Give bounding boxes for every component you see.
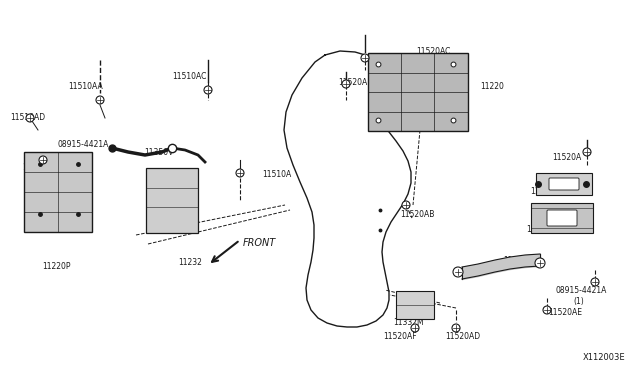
Text: X112003E: X112003E (582, 353, 625, 362)
Text: 08915-4421A: 08915-4421A (556, 286, 607, 295)
Text: 11510AC: 11510AC (172, 72, 206, 81)
FancyBboxPatch shape (547, 210, 577, 226)
Text: 11254: 11254 (530, 187, 554, 196)
Circle shape (591, 278, 599, 286)
Text: 11520AB: 11520AB (400, 210, 435, 219)
Circle shape (236, 169, 244, 177)
Text: (1): (1) (573, 297, 584, 306)
Circle shape (204, 86, 212, 94)
Text: 11332M: 11332M (393, 318, 424, 327)
Text: 11520A: 11520A (338, 78, 367, 87)
Circle shape (543, 306, 551, 314)
Circle shape (96, 96, 104, 104)
Text: 11350V: 11350V (144, 148, 173, 157)
Text: 11510AB: 11510AB (22, 163, 56, 172)
FancyBboxPatch shape (549, 178, 579, 190)
Text: 08915-4421A: 08915-4421A (58, 140, 109, 149)
Text: 11510AD: 11510AD (10, 113, 45, 122)
Text: 11520A: 11520A (552, 153, 581, 162)
Text: 11520AF: 11520AF (383, 332, 417, 341)
Text: 11520AD: 11520AD (445, 332, 480, 341)
Circle shape (39, 156, 47, 164)
Text: 11520AE: 11520AE (548, 308, 582, 317)
FancyBboxPatch shape (396, 291, 434, 319)
Circle shape (452, 324, 460, 332)
Text: 11232: 11232 (178, 258, 202, 267)
FancyBboxPatch shape (24, 152, 92, 232)
Circle shape (342, 80, 350, 88)
Circle shape (535, 258, 545, 268)
FancyBboxPatch shape (368, 53, 468, 131)
Circle shape (411, 324, 419, 332)
Text: 11220P: 11220P (42, 262, 70, 271)
Circle shape (453, 267, 463, 277)
Text: 11220M: 11220M (526, 225, 557, 234)
Text: 11520AC: 11520AC (416, 47, 451, 56)
Circle shape (583, 148, 591, 156)
Circle shape (361, 54, 369, 62)
FancyBboxPatch shape (536, 173, 592, 195)
Circle shape (26, 114, 34, 122)
Text: 11510A: 11510A (262, 170, 291, 179)
FancyBboxPatch shape (146, 168, 198, 233)
Text: 11220: 11220 (480, 82, 504, 91)
Circle shape (402, 201, 410, 209)
Text: FRONT: FRONT (243, 238, 276, 248)
FancyBboxPatch shape (531, 203, 593, 233)
Text: 11510AA: 11510AA (68, 82, 103, 91)
Text: 11360: 11360 (503, 256, 527, 265)
